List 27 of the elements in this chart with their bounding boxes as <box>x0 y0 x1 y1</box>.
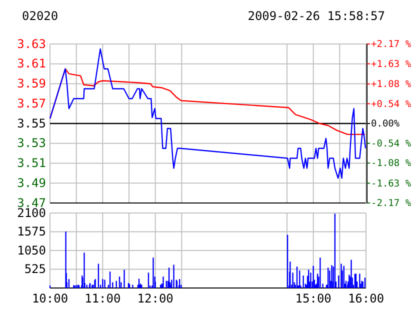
x-tick-label: 11:00 <box>84 292 121 306</box>
y2-tick-label: +2.17 % <box>371 39 412 50</box>
x-tick-label: 12:00 <box>137 292 174 306</box>
y2-tick-label: +1.08 % <box>371 78 412 90</box>
x-tick-label: 16:00 <box>348 292 384 306</box>
y2-tick-label: +1.63 % <box>371 58 412 70</box>
y-tick-label: 1050 <box>17 243 46 258</box>
y-tick-label: 3.55 <box>17 116 46 130</box>
y-tick-label: 3.49 <box>17 176 46 190</box>
y2-tick-label: -2.17 % <box>371 198 412 210</box>
y-tick-label: 3.59 <box>17 76 46 91</box>
y-tick-label: 3.63 <box>17 36 46 51</box>
y2-tick-label: -1.08 % <box>371 158 412 170</box>
chart-title: 02020 <box>22 9 58 23</box>
y2-tick-label: -0.54 % <box>371 138 412 150</box>
y-tick-label: 3.61 <box>17 56 46 71</box>
chart-subtitle: 2009-02-26 15:58:57 <box>248 9 385 23</box>
y-tick-label: 3.51 <box>17 156 46 170</box>
x-tick-label: 10:00 <box>32 292 68 306</box>
y2-tick-label: +0.54 % <box>371 98 412 110</box>
y-tick-label: 3.57 <box>17 96 46 110</box>
y2-tick-label: 0.00% <box>371 118 400 130</box>
x-tick-label: 15:00 <box>295 292 332 306</box>
y-tick-label: 1575 <box>17 224 46 239</box>
y-tick-label: 3.53 <box>17 136 46 150</box>
y-tick-label: 525 <box>24 262 46 276</box>
y2-tick-label: -1.63 % <box>371 178 412 190</box>
